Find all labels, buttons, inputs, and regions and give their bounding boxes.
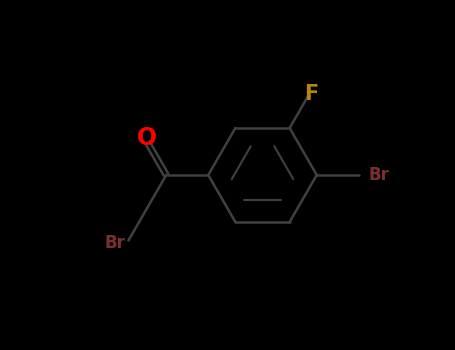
Text: Br: Br (369, 166, 389, 184)
Text: Br: Br (105, 234, 126, 252)
Text: O: O (137, 126, 157, 150)
Text: F: F (304, 84, 319, 104)
